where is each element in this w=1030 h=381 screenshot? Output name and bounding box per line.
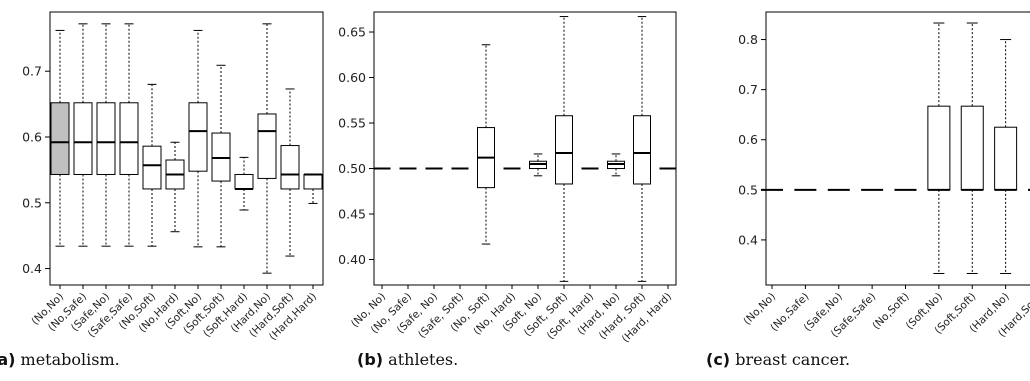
caption-a-text: metabolism.: [20, 350, 120, 369]
caption-a-label: (a): [0, 350, 16, 369]
plot-frame: [49, 11, 324, 286]
box-1: (No, No): [349, 167, 391, 330]
box-1: (No,No): [741, 188, 783, 327]
box-body: [303, 173, 323, 190]
box-8: (Soft, Soft): [522, 16, 573, 339]
box-body: [257, 113, 277, 179]
caption-a: (a) metabolism.: [0, 350, 120, 369]
y-tick-label: 0.6: [22, 129, 42, 144]
chart-a: 0.40.50.60.7(No,No)(No,Safe)(Safe,No)(Sa…: [22, 11, 324, 343]
y-tick-label: 0.5: [22, 195, 42, 210]
box-body: [994, 126, 1018, 191]
y-tick-label: 0.4: [22, 261, 42, 276]
box-5: (No,Soft): [870, 188, 917, 332]
box-2: (No,Safe): [46, 23, 93, 334]
y-tick-label: 0.6: [738, 132, 758, 147]
y-tick-label: 0.50: [338, 161, 366, 176]
y-tick-label: 0.45: [338, 207, 366, 222]
box-body: [50, 102, 70, 175]
box-6: (Soft,No): [904, 22, 951, 332]
y-tick-label: 0.65: [338, 25, 366, 40]
box-body: [960, 105, 984, 191]
y-tick-label: 0.4: [738, 232, 758, 247]
box-3: (Safe,No): [69, 23, 116, 334]
y-tick-label: 0.55: [338, 116, 366, 131]
box-body: [142, 145, 162, 190]
y-tick-label: 0.8: [738, 32, 758, 47]
box-4: (Safe,Safe): [86, 23, 139, 340]
y-tick-label: 0.7: [738, 82, 758, 97]
caption-c-text: breast cancer.: [735, 350, 851, 369]
box-body: [119, 102, 139, 175]
chart-b: 0.400.450.500.550.600.65(No, No)(No, Saf…: [338, 11, 677, 345]
box-body: [188, 102, 208, 172]
caption-c-label: (c): [706, 350, 731, 369]
box-body: [633, 115, 651, 185]
box-body: [280, 145, 300, 190]
y-tick-label: 0.5: [738, 182, 758, 197]
box-9: (Hard,Soft): [996, 188, 1030, 340]
caption-c: (c) breast cancer.: [706, 350, 850, 369]
box-body: [555, 115, 573, 185]
y-tick-label: 0.7: [22, 64, 42, 79]
y-tick-label: 0.60: [338, 70, 366, 85]
box-body: [73, 102, 93, 175]
plot-frame: [765, 11, 1030, 286]
box-5: (No, Soft): [448, 44, 495, 334]
box-body: [927, 105, 951, 191]
caption-b-text: athletes.: [388, 350, 459, 369]
box-2: (No,Safe): [768, 188, 817, 334]
box-11: (Hard, Soft): [597, 16, 651, 342]
chart-c: 0.4 0.5 0.6 0.7 0.8 (No,No)(No,Safe)(Safe,No)…: [738, 11, 1030, 340]
caption-b-label: (b): [357, 350, 384, 369]
caption-b: (b) athletes.: [357, 350, 458, 369]
plot-frame: [373, 11, 677, 286]
y-tick-label: 0.40: [338, 252, 366, 267]
box-3: (Safe,No): [802, 188, 850, 334]
box-body: [96, 102, 116, 175]
box-body: [234, 173, 254, 190]
